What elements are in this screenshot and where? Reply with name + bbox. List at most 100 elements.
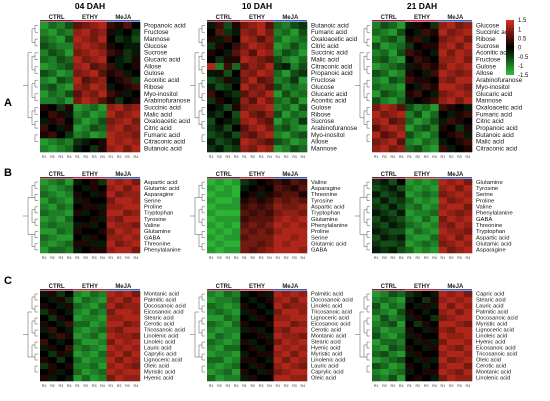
heatmap-cell [455,246,464,254]
group-label: CTRL [49,284,65,290]
sample-label: R4 [234,256,239,260]
heatmap-cell [413,97,423,105]
heatmap-cell [273,228,283,235]
heatmap-cell [430,35,439,43]
heatmap-cell [397,203,406,211]
group-label: ETHY [414,284,430,290]
row-label: Myristic acid [144,370,175,376]
sample-label: R3 [292,256,297,260]
row-label: Asparagine [144,192,174,198]
heatmap-cell [65,297,74,304]
heatmap-cell [115,216,124,223]
heatmap-cell [115,222,124,229]
heatmap-cell [397,234,406,241]
heatmap-cell [98,222,107,229]
heatmap-cell [257,333,266,340]
heatmap-cell [81,297,91,304]
heatmap-cell [298,327,308,334]
heatmap-cell [81,90,91,98]
heatmap-cell [131,97,141,105]
heatmap-cell [257,35,266,43]
color-scale-tick: -1 [518,64,524,70]
heatmap-cell [397,110,406,119]
heatmap-cell [430,110,439,119]
heatmap-cell [73,240,82,248]
row-label: Asparagine [311,186,341,192]
heatmap-cell [215,90,224,98]
heatmap-cell [81,179,91,186]
heatmap-cell [265,375,274,382]
row-label: Aconitic acid [144,77,180,84]
heatmap-cell [123,375,132,382]
heatmap-cell [438,228,448,235]
heatmap-cell [413,246,423,254]
heatmap-cell [90,138,99,146]
dendrogram [355,293,370,373]
heatmap-cell [397,22,406,30]
heatmap-cell [106,327,116,334]
heatmap-cell [380,291,389,298]
heatmap-cell [123,124,132,132]
heatmap-cell [65,216,74,223]
heatmap-cell [282,345,291,352]
heatmap-cell [447,321,456,328]
heatmap-cell [223,309,233,316]
heatmap-cell [48,333,57,340]
row-label: Tricosanoic acid [144,328,185,334]
heatmap-cell [123,303,132,310]
heatmap-cell [40,375,49,382]
sample-label: R3 [391,256,396,260]
heatmap-cell [455,375,464,382]
heatmap-cell [56,117,66,125]
heatmap-cell [215,333,224,340]
heatmap-cell [73,291,82,298]
heatmap-cell [215,110,224,119]
heatmap-cell [65,145,74,153]
heatmap-cell [123,216,132,223]
heatmap-cell [73,309,82,316]
heatmap-cell [413,49,423,57]
heatmap-cell [372,185,381,192]
heatmap-cell [405,185,414,192]
heatmap-cell [73,375,82,382]
heatmap-cell [98,197,107,204]
heatmap-cell [232,90,241,98]
heatmap-cell [397,104,406,112]
heatmap-cell [115,309,124,316]
heatmap-cell [455,83,464,91]
heatmap-cell [380,76,389,84]
heatmap-cell [81,104,91,112]
heatmap-cell [65,22,74,30]
heatmap-cell [265,351,274,358]
heatmap-cell [232,228,241,235]
heatmap-cell [73,117,82,125]
heatmap-cell [240,63,249,71]
heatmap-cell [215,375,224,382]
row-label: Lauric acid [476,304,504,310]
sample-label: R3 [59,155,64,159]
heatmap-cell [463,179,473,186]
heatmap-cell [447,345,456,352]
row-label: Caprylic acid [144,352,177,358]
heatmap-cell [405,291,414,298]
heatmap-cell [98,63,107,71]
heatmap-cell [430,197,439,204]
heatmap-cell [405,203,414,211]
heatmap-cell [56,56,66,64]
heatmap-cell [380,179,389,186]
heatmap-cell [405,42,414,50]
heatmap-cell [106,179,116,186]
heatmap-cell [56,191,66,198]
sample-label: R2 [117,155,122,159]
heatmap-cell [90,357,99,364]
row-label: Aspartic acid [311,204,345,210]
heatmap-cell [380,35,389,43]
row-label: Allose [311,139,329,146]
row-label: Allose [144,63,162,70]
heatmap-cell [257,83,266,91]
heatmap-cell [265,240,274,248]
heatmap-cell [438,234,448,241]
heatmap-cell [56,246,66,254]
heatmap-cell [265,327,274,334]
heatmap-cell [131,117,141,125]
